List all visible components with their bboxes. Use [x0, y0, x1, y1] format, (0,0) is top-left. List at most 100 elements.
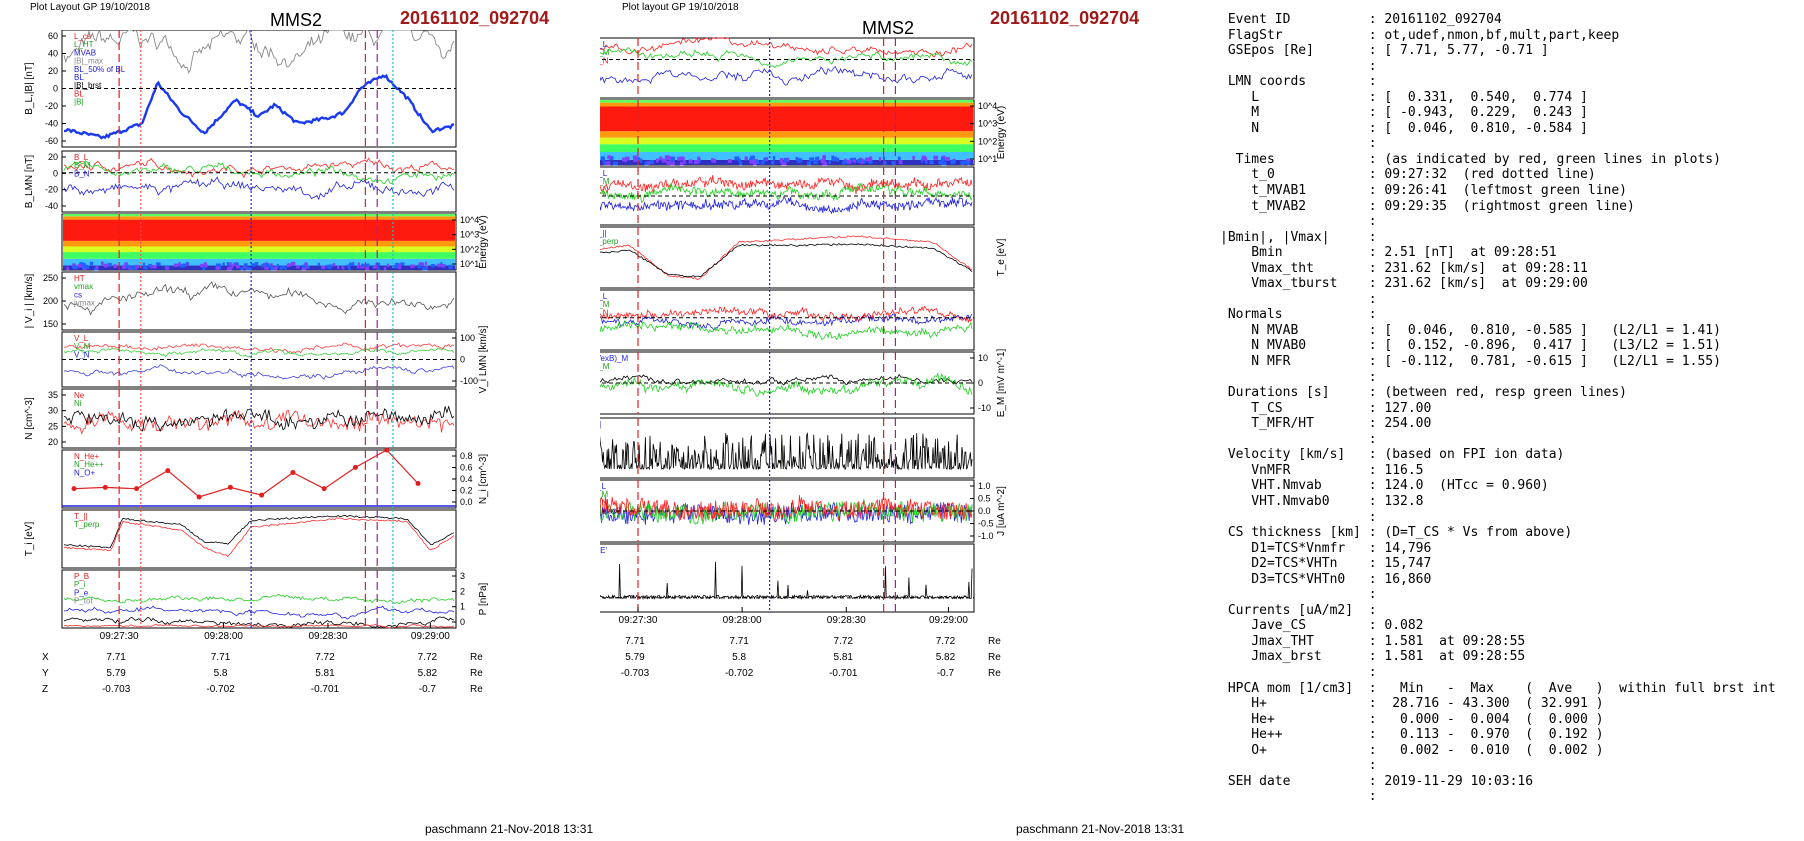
spectrogram-noise	[882, 156, 885, 161]
spectrogram-noise	[751, 159, 756, 164]
info-separator: :	[1368, 136, 1385, 152]
info-key: Velocity [km/s]	[1220, 447, 1369, 463]
info-row: :	[1220, 665, 1776, 681]
spectrogram-noise	[621, 157, 626, 162]
y-tick-label: 20	[48, 437, 58, 447]
info-separator: :	[1368, 680, 1385, 696]
info-row: M : [ -0.943, 0.229, 0.243 ]	[1220, 105, 1776, 121]
legend-entry: E_N	[600, 308, 609, 317]
series-line-1	[600, 372, 973, 397]
spectrogram-noise	[204, 264, 208, 268]
series-line-0	[63, 517, 455, 557]
y-axis-label: T_i [eV]	[24, 522, 35, 557]
legend-entry: V_M	[74, 342, 91, 351]
info-separator: :	[1368, 742, 1385, 758]
info-separator: :	[1368, 789, 1385, 805]
spectrogram-band	[600, 102, 973, 107]
series-line-0	[63, 157, 455, 179]
spectrogram-noise	[698, 158, 701, 163]
spectrogram-noise	[226, 262, 230, 266]
y-tick-label: 60	[48, 31, 58, 41]
spectrogram-noise	[398, 263, 402, 267]
series-line-0	[600, 501, 973, 525]
y-axis-label: N_i [cm^-3]	[478, 454, 489, 504]
spectrogram-noise	[222, 262, 225, 266]
info-value: [ 0.046, 0.810, -0.584 ]	[1384, 120, 1588, 136]
panel-4: 100 0 -100 V_i LMN [km/s] V_LV_MV_N	[61, 325, 489, 393]
info-separator: :	[1368, 571, 1385, 587]
legend-entry: B_M	[600, 48, 610, 57]
spectrogram-noise	[683, 159, 686, 164]
info-row: N : [ 0.046, 0.810, -0.584 ]	[1220, 121, 1776, 137]
info-value: 09:26:41 (leftmost green line)	[1384, 183, 1628, 199]
he-pp-point	[102, 484, 108, 490]
series-line-1	[63, 74, 455, 140]
info-value: 15,747	[1384, 556, 1432, 572]
panel-8: 3 2 1 0 P [nPa] P_BP_iP_eP_tot	[61, 569, 489, 629]
y-tick-label: 10^4	[978, 101, 997, 111]
spectrogram-noise	[243, 263, 248, 267]
spectrogram-noise	[795, 156, 799, 161]
spectrogram-noise	[124, 262, 129, 266]
he-pp-point	[259, 492, 265, 498]
right-figure: 200-20-40B_LMN [nT]B_LB_MB_N10^4 10^3 10^2…	[600, 37, 1007, 679]
spectrogram-noise	[245, 267, 250, 271]
legend-entry: P_B	[74, 572, 89, 581]
spectrogram-noise	[72, 263, 76, 267]
spectrogram-noise	[394, 262, 400, 267]
legend-entry: B_N	[74, 169, 90, 178]
series-line-0	[600, 432, 973, 471]
info-row: N MVAB : [ 0.046, 0.810, -0.585 ] (L2/L1…	[1220, 323, 1776, 339]
info-key: D3=TCS*VHTn0	[1220, 571, 1369, 587]
spectrogram-noise	[869, 156, 872, 161]
spectrogram-noise	[261, 264, 265, 268]
info-value: 0.113 - 0.970 ( 0.192 )	[1384, 727, 1604, 743]
info-row: VHT.Nmvab : 124.0 (HTcc = 0.960)	[1220, 478, 1776, 494]
spectrogram-band	[63, 216, 455, 220]
info-row: t_0 : 09:27:32 (red dotted line)	[1220, 167, 1776, 183]
info-value: 14,796	[1384, 540, 1432, 556]
legend-entry: N_O+	[74, 468, 95, 477]
series-line-0	[600, 235, 973, 280]
info-row: HPCA mom [1/cm3] : Min - Max ( Ave ) wit…	[1220, 681, 1776, 697]
info-row: D3=TCS*VHTn0 : 16,860	[1220, 572, 1776, 588]
y-tick-label: 10	[978, 353, 988, 363]
spectrogram-noise	[659, 156, 663, 161]
legend-entry: Ne	[74, 391, 85, 400]
info-key: HPCA mom [1/cm3]	[1220, 680, 1369, 696]
y-tick-label: 30	[48, 406, 58, 416]
legend-entry: J_N	[600, 498, 607, 507]
info-row: D2=TCS*VHTn : 15,747	[1220, 556, 1776, 572]
info-row: :	[1220, 136, 1776, 152]
info-separator: :	[1368, 89, 1385, 105]
spectrogram-noise	[963, 160, 968, 165]
panel-1: 20 0 -20 -40 B_LMN [nT] B_LB_MB_N	[24, 150, 457, 213]
spectrogram-noise	[202, 266, 206, 270]
info-value: 132.8	[1384, 493, 1424, 509]
info-value: 231.62 [km/s] at 09:29:00	[1384, 276, 1588, 292]
spectrogram-noise	[637, 157, 640, 161]
spectrogram-noise	[727, 159, 732, 163]
info-key	[1220, 758, 1369, 773]
info-separator: :	[1368, 151, 1385, 167]
legend-entry: T_perp	[74, 520, 100, 529]
info-separator: :	[1368, 120, 1385, 136]
legend-entry: BL_50% of BL	[74, 65, 126, 74]
spectrogram-noise	[933, 155, 939, 160]
spectrogram-band	[600, 131, 973, 138]
legend-entry: V_L	[600, 169, 608, 178]
position-value: 5.81	[834, 652, 854, 663]
spectrogram-noise	[317, 262, 321, 267]
spectrogram-noise	[938, 160, 943, 165]
info-row: Jave_CS : 0.082	[1220, 618, 1776, 634]
legend-entry: E_M	[600, 362, 610, 371]
spectrogram-noise	[710, 157, 714, 162]
info-row: :	[1220, 59, 1776, 75]
spectrogram-band	[63, 219, 455, 241]
info-value: 1.581 at 09:28:55	[1384, 633, 1526, 649]
y-tick-label: 1	[460, 602, 465, 612]
spectrogram-noise	[143, 265, 148, 270]
info-row: Velocity [km/s] : (based on FPI ion data…	[1220, 447, 1776, 463]
spectrogram-noise	[306, 265, 310, 269]
